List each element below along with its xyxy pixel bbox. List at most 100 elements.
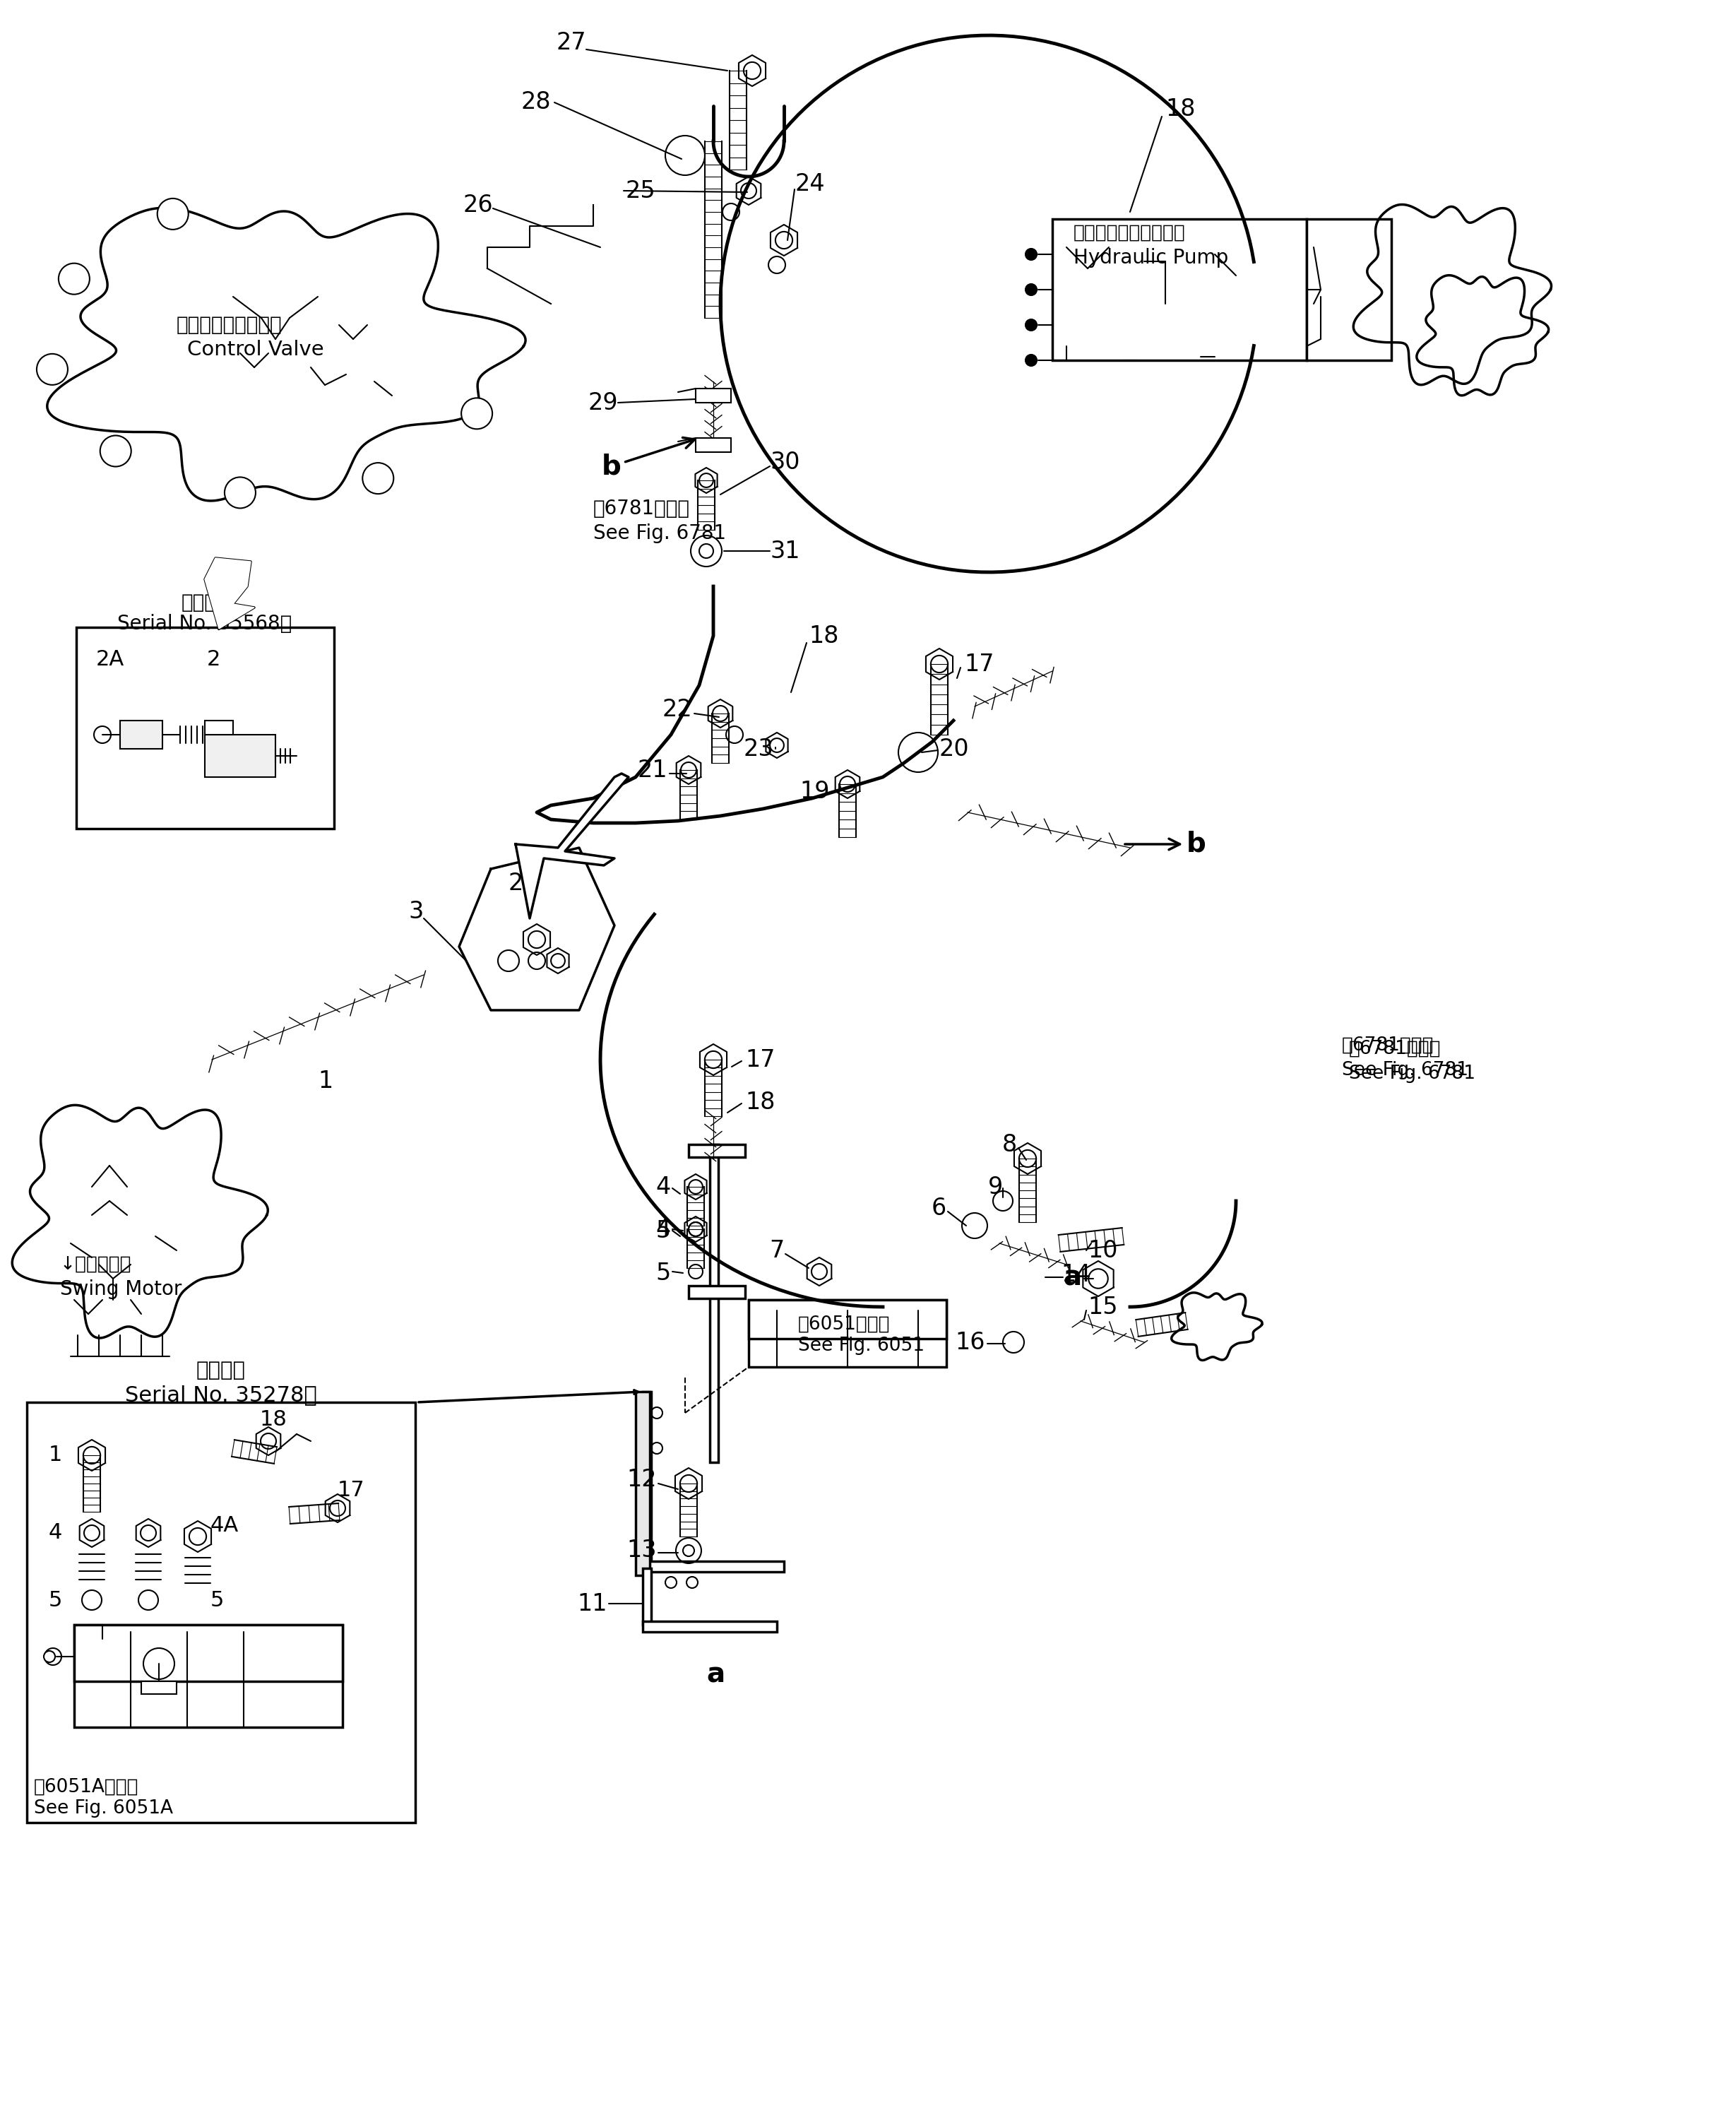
Text: 12: 12	[627, 1469, 656, 1492]
Bar	[1052, 219, 1307, 360]
Text: 29: 29	[589, 390, 618, 415]
Bar	[710, 1145, 719, 1463]
Text: See Fig. 6781: See Fig. 6781	[594, 523, 726, 544]
Text: Hydraulic Pump: Hydraulic Pump	[1073, 249, 1229, 268]
Bar	[75, 1625, 342, 1682]
Bar	[26, 1402, 415, 1823]
Text: b: b	[1125, 831, 1207, 858]
Bar	[205, 721, 233, 736]
Bar	[696, 438, 731, 451]
Circle shape	[101, 436, 132, 466]
Text: 4: 4	[656, 1218, 670, 1242]
Text: 7: 7	[769, 1240, 785, 1263]
Text: See Fig. 6781: See Fig. 6781	[1349, 1065, 1476, 1084]
Bar	[642, 1568, 651, 1625]
Text: 第6781図参照: 第6781図参照	[594, 500, 689, 519]
Text: ↓旋回モータ: ↓旋回モータ	[61, 1256, 132, 1273]
Text: 第6781図参照: 第6781図参照	[1349, 1039, 1441, 1058]
Text: 31: 31	[769, 540, 800, 563]
Circle shape	[1026, 285, 1036, 295]
Text: 14: 14	[1061, 1263, 1092, 1286]
Text: Serial No. 35568～: Serial No. 35568～	[118, 613, 292, 635]
Text: a: a	[1062, 1265, 1082, 1290]
Text: 2A: 2A	[95, 649, 125, 670]
Text: 1: 1	[49, 1444, 62, 1465]
Bar	[689, 1286, 745, 1299]
Text: 第6051A図参照: 第6051A図参照	[35, 1777, 139, 1796]
Text: 9: 9	[988, 1174, 1003, 1199]
Text: 2: 2	[207, 649, 220, 670]
Text: 4: 4	[656, 1174, 670, 1199]
Text: 17: 17	[745, 1048, 776, 1071]
Text: 第6781図参照: 第6781図参照	[1342, 1037, 1434, 1054]
Bar	[642, 1621, 778, 1632]
Circle shape	[36, 354, 68, 386]
Text: 11: 11	[578, 1592, 608, 1615]
Text: 適用号機: 適用号機	[181, 592, 229, 613]
Circle shape	[1026, 249, 1036, 259]
Circle shape	[1026, 354, 1036, 367]
Text: See Fig. 6051: See Fig. 6051	[799, 1336, 925, 1355]
Circle shape	[462, 398, 493, 430]
Text: 1: 1	[318, 1069, 333, 1092]
Text: Swing Motor: Swing Motor	[61, 1280, 182, 1299]
Bar	[696, 388, 731, 403]
Text: 21: 21	[637, 759, 667, 782]
Bar	[120, 721, 163, 748]
Text: 25: 25	[625, 179, 654, 202]
Polygon shape	[516, 774, 628, 919]
Text: 24: 24	[795, 173, 825, 196]
Text: a: a	[707, 1661, 724, 1689]
Text: 17: 17	[963, 651, 995, 677]
Text: See Fig. 6781: See Fig. 6781	[1342, 1060, 1469, 1079]
Text: 2: 2	[509, 871, 524, 894]
Text: Serial No. 35278～: Serial No. 35278～	[125, 1385, 318, 1406]
Circle shape	[224, 476, 255, 508]
Text: 28: 28	[521, 91, 550, 114]
Text: 18: 18	[809, 624, 838, 647]
Bar	[689, 1145, 745, 1157]
Text: ハイドロリックポンプ: ハイドロリックポンプ	[1073, 223, 1186, 242]
Circle shape	[158, 198, 189, 230]
Text: 30: 30	[769, 451, 800, 474]
Text: 26: 26	[464, 194, 493, 217]
Bar	[76, 628, 333, 828]
Circle shape	[498, 951, 519, 972]
Text: コントロールバルブ: コントロールバルブ	[177, 314, 283, 335]
Bar	[205, 736, 276, 778]
Text: 13: 13	[627, 1539, 656, 1562]
Text: 5: 5	[210, 1589, 224, 1611]
Circle shape	[682, 1545, 694, 1556]
Circle shape	[59, 264, 90, 295]
Bar	[642, 1562, 785, 1573]
Text: 15: 15	[1088, 1294, 1118, 1320]
Circle shape	[43, 1651, 56, 1663]
Text: 18: 18	[745, 1090, 774, 1113]
Text: 適用号機: 適用号機	[196, 1360, 247, 1381]
Text: 4: 4	[49, 1522, 62, 1543]
Text: 第6051図参照: 第6051図参照	[799, 1315, 891, 1334]
Text: 5: 5	[49, 1589, 62, 1611]
Text: 16: 16	[955, 1330, 986, 1353]
Bar	[141, 1682, 177, 1695]
Bar	[748, 1301, 946, 1366]
Text: See Fig. 6051A: See Fig. 6051A	[35, 1800, 174, 1817]
Circle shape	[363, 464, 394, 493]
Text: 10: 10	[1088, 1240, 1118, 1263]
Bar	[642, 1391, 651, 1568]
Text: b: b	[602, 438, 694, 481]
Text: 3: 3	[408, 900, 424, 923]
Text: 18: 18	[1165, 97, 1196, 120]
Text: 22: 22	[661, 698, 693, 721]
Text: 18: 18	[260, 1410, 288, 1429]
Bar	[635, 1391, 649, 1575]
Text: 23: 23	[743, 738, 773, 761]
Bar	[75, 1625, 342, 1726]
Text: 5: 5	[656, 1261, 670, 1284]
Bar	[748, 1301, 946, 1339]
Polygon shape	[205, 559, 253, 628]
Text: 17: 17	[337, 1480, 365, 1501]
Text: 5: 5	[656, 1218, 670, 1242]
Circle shape	[1026, 318, 1036, 331]
Text: 27: 27	[556, 32, 587, 55]
